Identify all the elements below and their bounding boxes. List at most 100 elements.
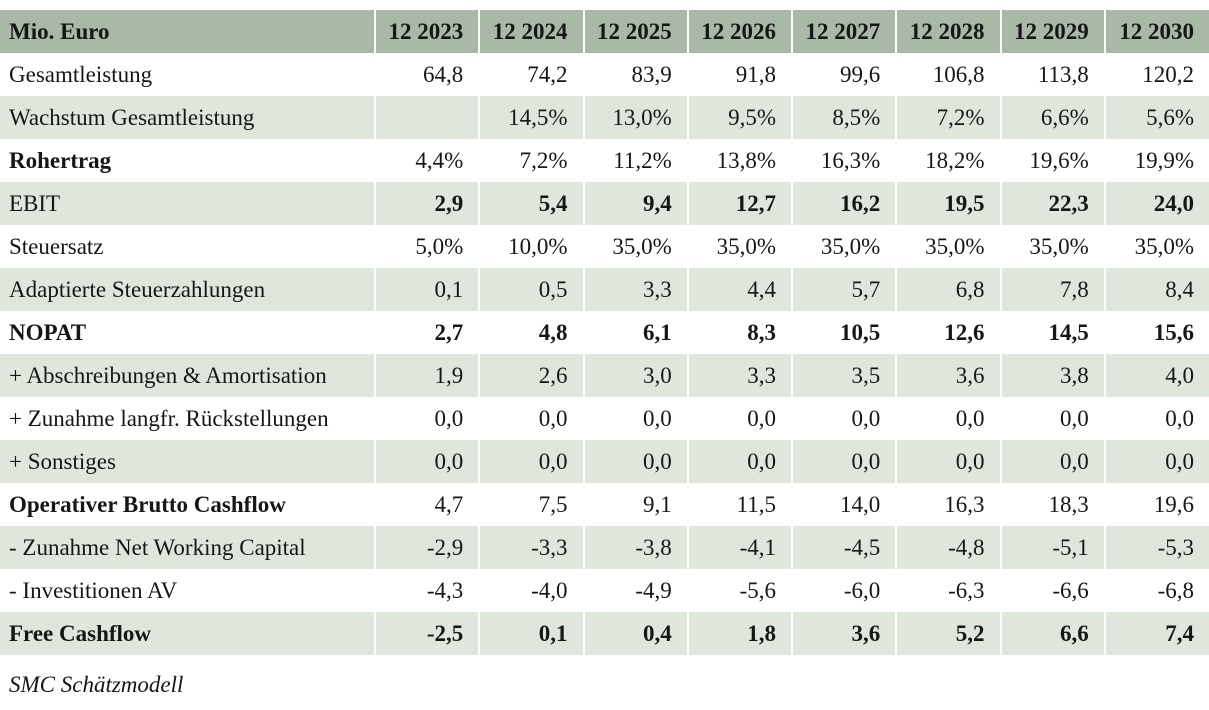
cell-value: 11,2%	[583, 139, 689, 182]
cell-value: 16,3%	[792, 139, 898, 182]
column-header: 12 2029	[1000, 10, 1106, 53]
cell-value: 6,1	[583, 311, 689, 354]
cell-value: 19,9%	[1134, 148, 1194, 173]
cell-value: 74,2	[479, 53, 585, 96]
cell-value: 8,3	[687, 311, 794, 354]
cell-value: 19,6%	[1000, 139, 1106, 182]
cell-value: 13,8%	[687, 139, 794, 182]
row-label: Gesamtleistung	[0, 53, 376, 96]
cell-value: 15,6	[1153, 320, 1194, 345]
row-label: Steuersatz	[0, 225, 376, 268]
table-row: Wachstum Gesamtleistung 14,5% 13,0% 9,5% 8,5…	[0, 96, 1209, 139]
cell-value: -4,3	[375, 569, 481, 612]
cell-value: 11,5	[687, 483, 794, 526]
cell-value: 14,5%	[479, 96, 585, 139]
cell-value: 0,0	[1165, 406, 1194, 431]
cell-value	[375, 96, 481, 139]
cell-value: -3,3	[479, 526, 585, 569]
column-header: 12 2030	[1104, 10, 1209, 53]
cell-value: 0,0	[687, 397, 794, 440]
cell-value: 91,8	[687, 53, 794, 96]
cell-value: -6,8	[1157, 578, 1194, 603]
column-header: 12 2025	[583, 10, 689, 53]
row-label: - Investitionen AV	[0, 569, 376, 612]
row-label: NOPAT	[0, 311, 376, 354]
cell-value: 9,1	[583, 483, 689, 526]
cell-value: 22,3	[1000, 182, 1106, 225]
cell-value: 18,2%	[896, 139, 1002, 182]
row-label: Free Cashflow	[0, 612, 376, 655]
cell-value: 19,6	[1153, 492, 1194, 517]
cell-value: 35,0%	[1134, 234, 1194, 259]
table-row: Operativer Brutto Cashflow 4,7 7,5 9,1 11,5 1…	[0, 483, 1209, 526]
cell-value: 7,5	[479, 483, 585, 526]
row-label: Adaptierte Steuerzahlungen	[0, 268, 376, 311]
table-row: Rohertrag 4,4% 7,2% 11,2% 13,8% 16,3% 18,2% 19,…	[0, 139, 1209, 182]
cell-value: 0,0	[792, 440, 898, 483]
table-row: - Investitionen AV -4,3 -4,0 -4,9 -5,6 -6,0 -6…	[0, 569, 1209, 612]
cell-value: -6,0	[792, 569, 898, 612]
table-row: + Zunahme langfr. Rückstellungen 0,0 0,0 0,…	[0, 397, 1209, 440]
row-label: EBIT	[0, 182, 376, 225]
cell-value: -3,8	[583, 526, 689, 569]
table-body: Gesamtleistung 64,8 74,2 83,9 91,8 99,6 106,8 1…	[0, 53, 1209, 655]
table-row: Gesamtleistung 64,8 74,2 83,9 91,8 99,6 106,8 1…	[0, 53, 1209, 96]
cell-value: 1,8	[687, 612, 794, 655]
table-row: EBIT 2,9 5,4 9,4 12,7 16,2 19,5 22,3 24,0	[0, 182, 1209, 225]
cell-value: 0,0	[479, 397, 585, 440]
table-row: NOPAT 2,7 4,8 6,1 8,3 10,5 12,6 14,5 15,6	[0, 311, 1209, 354]
cell-value: 64,8	[375, 53, 481, 96]
cell-value: 0,0	[687, 440, 794, 483]
cell-value: 19,5	[896, 182, 1002, 225]
cell-value: 6,8	[896, 268, 1002, 311]
table-row: Free Cashflow -2,5 0,1 0,4 1,8 3,6 5,2 6,6 7,4	[0, 612, 1209, 655]
cell-value: 7,2%	[479, 139, 585, 182]
cell-value: 8,5%	[792, 96, 898, 139]
cell-value: 35,0%	[792, 225, 898, 268]
row-label: + Sonstiges	[0, 440, 376, 483]
cell-value: 0,0	[1000, 440, 1106, 483]
cell-value: 2,6	[479, 354, 585, 397]
cell-value: 0,1	[375, 268, 481, 311]
cell-value: -4,5	[792, 526, 898, 569]
table-row: Steuersatz 5,0% 10,0% 35,0% 35,0% 35,0% 35,0% 3…	[0, 225, 1209, 268]
cell-value: 6,6%	[1000, 96, 1106, 139]
header-row: Mio. Euro 12 2023 12 2024 12 2025 12 2026 12 …	[0, 10, 1209, 53]
row-label: - Zunahme Net Working Capital	[0, 526, 376, 569]
cell-value: 3,8	[1000, 354, 1106, 397]
row-label: + Abschreibungen & Amortisation	[0, 354, 376, 397]
cell-value: 16,3	[896, 483, 1002, 526]
cell-value: 0,4	[583, 612, 689, 655]
column-header: 12 2027	[792, 10, 898, 53]
cell-value: 99,6	[792, 53, 898, 96]
cell-value: -4,1	[687, 526, 794, 569]
column-header: 12 2023	[375, 10, 481, 53]
cell-value: 35,0%	[583, 225, 689, 268]
cell-value: -5,6	[687, 569, 794, 612]
cell-value: 3,3	[583, 268, 689, 311]
cell-value: 10,0%	[479, 225, 585, 268]
cell-value: 2,7	[375, 311, 481, 354]
table-row: - Zunahme Net Working Capital -2,9 -3,3 -3,…	[0, 526, 1209, 569]
row-label: Operativer Brutto Cashflow	[0, 483, 376, 526]
cell-value: -2,9	[375, 526, 481, 569]
cell-value: 3,0	[583, 354, 689, 397]
cell-value: -4,9	[583, 569, 689, 612]
cell-value: 2,9	[375, 182, 481, 225]
cell-value: -5,3	[1104, 526, 1209, 569]
financial-table: Mio. Euro 12 2023 12 2024 12 2025 12 2026 12 …	[0, 10, 1209, 655]
cell-value: 4,0	[1104, 354, 1209, 397]
cell-value: 3,5	[792, 354, 898, 397]
cell-value: 12,7	[687, 182, 794, 225]
cell-value: 7,8	[1000, 268, 1106, 311]
cell-value: 24,0	[1104, 182, 1209, 225]
cell-value: 0,0	[583, 440, 689, 483]
cell-value: 0,1	[479, 612, 585, 655]
cell-value: 4,7	[375, 483, 481, 526]
cell-value: 35,0%	[896, 225, 1002, 268]
row-label: + Zunahme langfr. Rückstellungen	[0, 397, 376, 440]
column-header: 12 2028	[896, 10, 1002, 53]
cell-value: 3,6	[792, 612, 898, 655]
cell-value: -2,5	[375, 612, 481, 655]
